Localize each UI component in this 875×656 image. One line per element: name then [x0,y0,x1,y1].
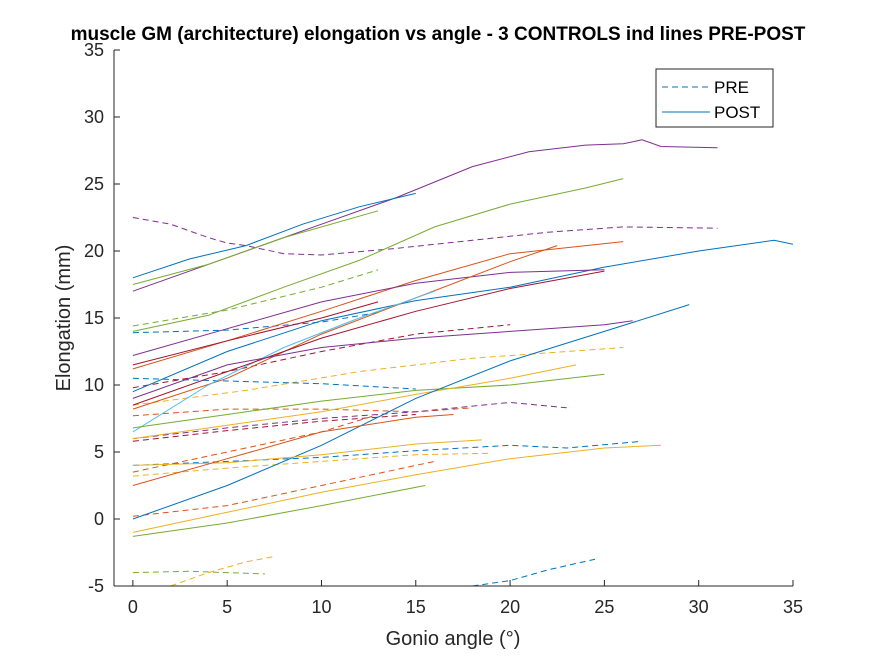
series-line-post-21 [132,241,624,370]
series-line-pre-13 [132,570,265,575]
y-tick-label: 10 [84,375,104,395]
series-line-pre-6 [132,407,473,417]
series-line-post-34 [132,414,454,486]
series-line-pre-4 [132,347,624,406]
x-tick-label: 25 [594,597,614,617]
series-line-post-19 [132,178,624,332]
series-line-pre-9 [132,414,379,473]
series-line-post-33 [132,439,482,466]
series-line-pre-0 [132,217,718,256]
series-line-pre-11 [132,452,492,477]
series-line-post-25 [132,270,605,406]
series-line-pre-2 [132,312,379,334]
series-line-post-32 [132,485,426,537]
y-axis-label: Elongation (mm) [53,245,75,392]
x-tick-label: 35 [783,597,803,617]
x-tick-label: 15 [406,597,426,617]
series-line-pre-12 [132,460,435,517]
series-line-post-16 [132,139,718,292]
series-line-post-20 [132,239,793,393]
series-line-pre-7 [132,401,567,440]
y-ticks: -5 0 5 10 15 20 25 30 35 [84,40,120,596]
y-tick-label: 30 [84,107,104,127]
legend: PRE POST [655,68,774,128]
x-tick-label: 0 [128,597,138,617]
y-tick-label: 0 [94,509,104,529]
series-line-post-18 [132,210,379,285]
legend-post-label: POST [714,103,760,122]
series-line-post-27 [132,320,633,399]
series-line-post-24 [132,290,435,433]
x-tick-label: 10 [311,597,331,617]
axes [113,50,793,587]
legend-pre-label: PRE [714,78,749,97]
x-ticks: 0 5 10 15 20 25 30 35 [128,580,803,617]
series-line-pre-14 [170,556,275,586]
series-line-post-17 [132,192,416,279]
x-tick-label: 5 [222,597,232,617]
y-tick-label: -5 [88,576,104,596]
x-tick-label: 20 [500,597,520,617]
series-line-post-22 [132,269,605,356]
series-line-post-30 [132,304,690,520]
series-line-pre-3 [132,324,511,389]
series-line-pre-8 [132,414,416,442]
series-layer [132,139,793,586]
series-line-pre-5 [132,377,416,390]
series-line-post-26 [132,301,379,366]
series-line-pre-15 [472,558,596,586]
chart-title: muscle GM (architecture) elongation vs a… [71,24,806,45]
y-tick-label: 25 [84,174,104,194]
x-axis-label: Gonio angle (°) [386,628,521,650]
x-tick-label: 30 [689,597,709,617]
y-tick-label: 15 [84,308,104,328]
y-tick-label: 35 [84,40,104,60]
series-line-pre-10 [132,440,643,466]
legend-box [655,68,774,128]
series-line-post-28 [132,373,605,429]
series-line-post-31 [132,444,662,533]
series-line-post-29 [132,364,577,440]
y-tick-label: 20 [84,241,104,261]
series-line-pre-1 [132,269,379,327]
y-tick-label: 5 [94,442,104,462]
